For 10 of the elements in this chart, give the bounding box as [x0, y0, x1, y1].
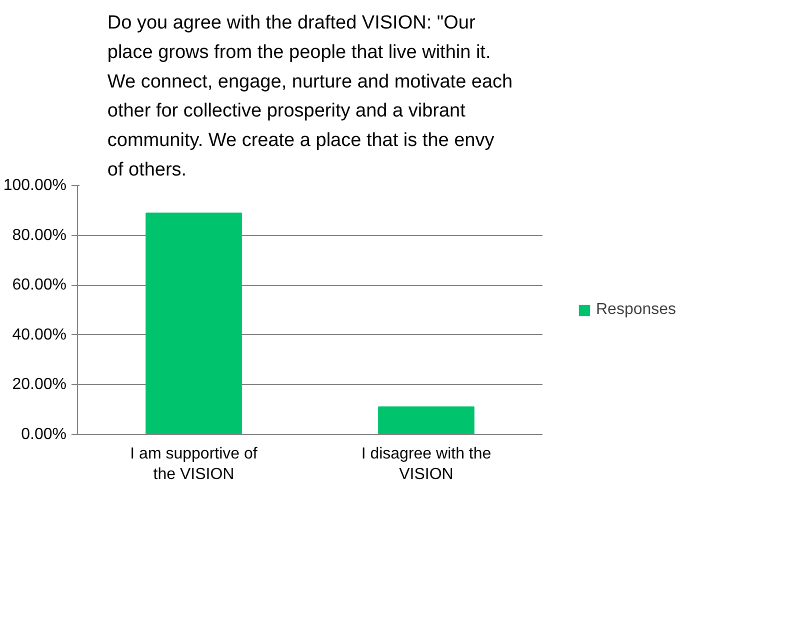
x-tick-label: I disagree with the VISION: [361, 446, 492, 483]
chart-title: Do you agree with the drafted VISION: "Our place grows from the people that live within it. We connect, engage, nurture and motivate each other for collective prosperity and a vibrant community. We create a place that is the envy of others.: [107, 12, 513, 180]
y-tick-label: 40.00%: [12, 326, 66, 344]
y-tick-label: 100.00%: [3, 177, 67, 194]
y-tick-label: 20.00%: [12, 376, 66, 394]
legend-label: Responses: [596, 300, 676, 318]
y-tick-label: 80.00%: [12, 226, 66, 244]
x-tick-label: I am supportive of the VISION: [130, 446, 258, 483]
y-tick-label: 0.00%: [21, 426, 67, 443]
y-tick-label: 60.00%: [12, 276, 66, 294]
